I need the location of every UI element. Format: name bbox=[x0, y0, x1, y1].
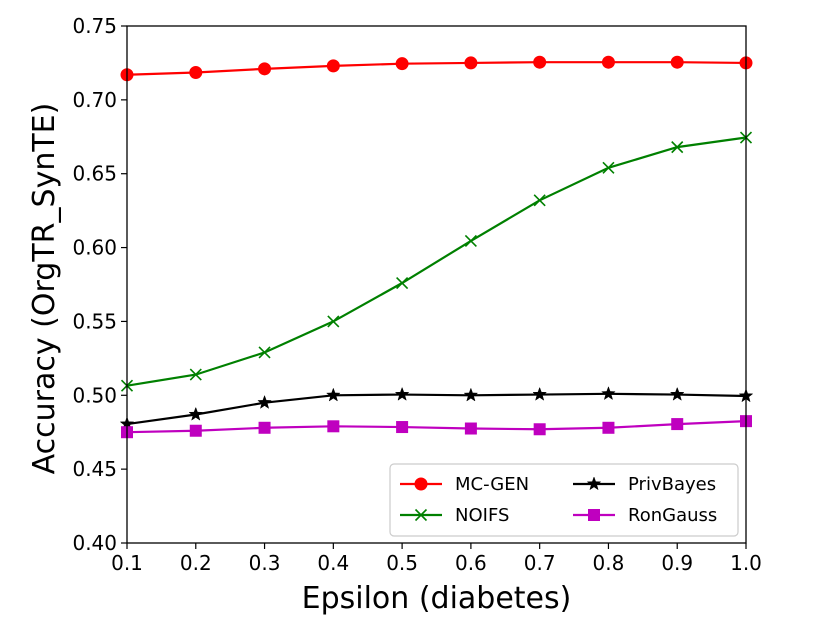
y-tick-label: 0.75 bbox=[72, 14, 117, 38]
y-axis: 0.40 0.45 0.50 0.55 0.60 0.65 0.70 0.75 bbox=[72, 14, 127, 555]
data-point bbox=[325, 387, 341, 402]
x-tick-label: 0.5 bbox=[386, 551, 418, 575]
legend-box bbox=[389, 463, 739, 537]
y-tick-label: 0.55 bbox=[72, 309, 117, 333]
legend-label: PrivBayes bbox=[628, 474, 716, 495]
legend-label: RonGauss bbox=[628, 505, 717, 526]
x-tick-label: 0.6 bbox=[455, 551, 487, 575]
x-tick-label: 0.2 bbox=[180, 551, 212, 575]
legend-marker bbox=[586, 476, 602, 491]
data-point bbox=[394, 386, 410, 401]
x-tick-label: 0.9 bbox=[661, 551, 693, 575]
x-tick-label: 0.1 bbox=[111, 551, 143, 575]
series-line bbox=[126, 392, 747, 426]
data-point bbox=[464, 56, 478, 70]
legend-label: MC-GEN bbox=[455, 474, 529, 495]
legend-item: RonGauss bbox=[573, 505, 717, 526]
legend-marker bbox=[588, 509, 600, 521]
x-tick-label: 0.4 bbox=[317, 551, 349, 575]
data-point bbox=[602, 161, 615, 174]
plot-lines bbox=[119, 55, 754, 439]
data-point bbox=[396, 421, 409, 434]
data-point bbox=[189, 368, 202, 381]
y-tick-label: 0.50 bbox=[72, 383, 117, 407]
x-tick-label: 0.3 bbox=[249, 551, 281, 575]
legend-item: MC-GEN bbox=[400, 474, 529, 495]
data-point bbox=[189, 424, 202, 437]
y-tick-label: 0.40 bbox=[72, 531, 117, 555]
data-point bbox=[463, 387, 479, 402]
legend-marker bbox=[414, 477, 428, 491]
data-point bbox=[258, 421, 271, 434]
data-point bbox=[602, 421, 615, 434]
series-line bbox=[126, 420, 747, 434]
data-point bbox=[670, 55, 684, 69]
legend-item: NOIFS bbox=[400, 505, 509, 526]
legend: MC-GEN NOIFS PrivBayes RonGauss bbox=[389, 463, 739, 537]
series-mc-gen bbox=[120, 55, 753, 82]
data-point bbox=[189, 66, 203, 80]
series-line bbox=[126, 136, 747, 387]
x-axis: 0.1 0.2 0.3 0.4 0.5 0.6 0.7 0.8 0.9 1.0 bbox=[111, 543, 762, 575]
y-tick-label: 0.60 bbox=[72, 236, 117, 260]
x-tick-label: 1.0 bbox=[730, 551, 762, 575]
data-point bbox=[464, 234, 477, 247]
data-point bbox=[669, 386, 685, 401]
data-point bbox=[395, 57, 409, 71]
legend-item: PrivBayes bbox=[573, 474, 716, 495]
data-point bbox=[396, 276, 409, 290]
data-point bbox=[327, 420, 340, 433]
plot-frame bbox=[126, 25, 747, 544]
x-axis-label: Epsilon (diabetes) bbox=[302, 581, 572, 616]
data-point bbox=[601, 386, 616, 401]
y-tick-label: 0.65 bbox=[72, 162, 117, 186]
data-point bbox=[258, 346, 271, 359]
data-point bbox=[601, 55, 615, 69]
data-point bbox=[532, 386, 548, 401]
series-privbayes bbox=[119, 386, 754, 431]
data-point bbox=[464, 422, 477, 435]
data-point bbox=[327, 315, 340, 328]
y-tick-label: 0.45 bbox=[72, 457, 117, 481]
y-axis-label: Accuracy (OrgTR_SynTE) bbox=[27, 103, 62, 475]
data-point bbox=[533, 194, 546, 207]
data-point bbox=[533, 55, 547, 69]
legend-label: NOIFS bbox=[455, 505, 509, 526]
data-point bbox=[326, 59, 340, 73]
x-tick-label: 0.7 bbox=[524, 551, 556, 575]
x-tick-label: 0.8 bbox=[593, 551, 625, 575]
series-rongauss bbox=[121, 415, 752, 439]
data-point bbox=[188, 406, 204, 421]
data-point bbox=[533, 423, 546, 436]
data-point bbox=[671, 141, 684, 154]
series-line bbox=[126, 61, 747, 76]
data-point bbox=[258, 62, 272, 76]
data-point bbox=[257, 394, 272, 409]
legend-marker bbox=[414, 508, 428, 522]
y-tick-label: 0.70 bbox=[72, 88, 117, 112]
data-point bbox=[671, 418, 684, 431]
series-noifs bbox=[120, 131, 753, 392]
